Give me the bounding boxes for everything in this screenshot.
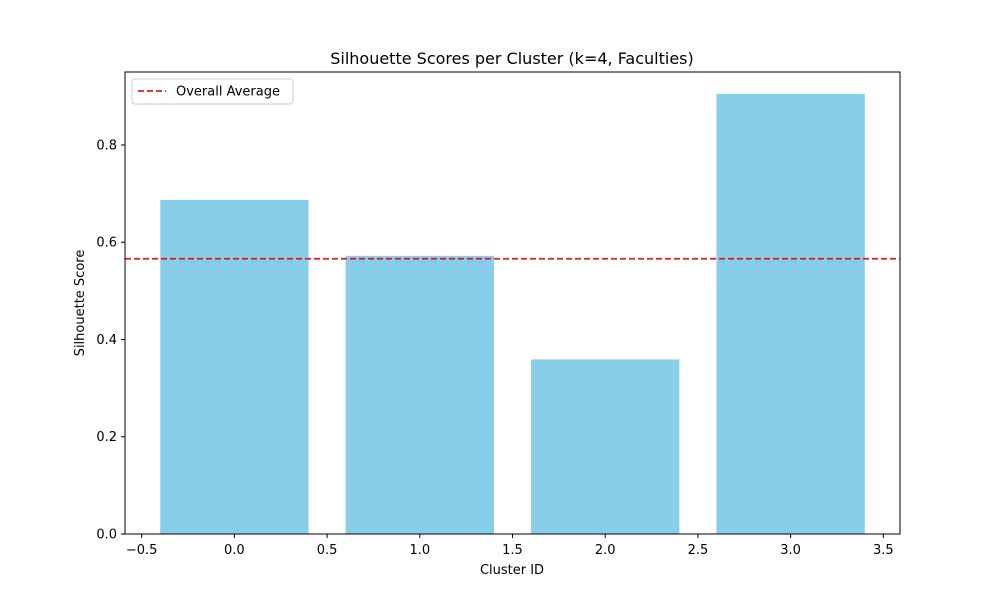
y-tick-label: 0.6	[96, 236, 117, 251]
y-axis-label: Silhouette Score	[73, 250, 88, 357]
x-tick-label: 2.0	[595, 543, 616, 558]
bar-cluster-3	[716, 93, 865, 534]
legend: Overall Average	[131, 78, 294, 105]
x-tick-label: 0.0	[224, 543, 245, 558]
legend-box	[131, 78, 294, 105]
legend-label-average: Overall Average	[176, 85, 280, 100]
bar-cluster-1	[345, 255, 494, 534]
bar-cluster-0	[160, 199, 309, 534]
chart-title: Silhouette Scores per Cluster (k=4, Facu…	[330, 49, 694, 68]
x-tick-label: 3.5	[873, 543, 894, 558]
x-axis-label: Cluster ID	[480, 563, 544, 578]
y-tick-label: 0.4	[96, 333, 117, 348]
x-tick-label: 0.5	[317, 543, 338, 558]
y-tick-label: 0.2	[96, 430, 117, 445]
bar-cluster-2	[531, 359, 680, 534]
y-tick-label: 0.8	[96, 138, 117, 153]
x-tick-label: 2.5	[688, 543, 709, 558]
x-tick-label: 3.0	[780, 543, 801, 558]
y-tick-label: 0.0	[96, 528, 117, 543]
bars-group	[160, 93, 865, 534]
x-axis-ticks: −0.5 0.0 0.5 1.0 1.5 2.0 2.5 3.0 3.5	[126, 534, 894, 558]
y-axis-ticks: 0.0 0.2 0.4 0.6 0.8	[96, 138, 125, 543]
x-tick-label: −0.5	[126, 543, 158, 558]
x-tick-label: 1.0	[409, 543, 430, 558]
x-tick-label: 1.5	[502, 543, 523, 558]
